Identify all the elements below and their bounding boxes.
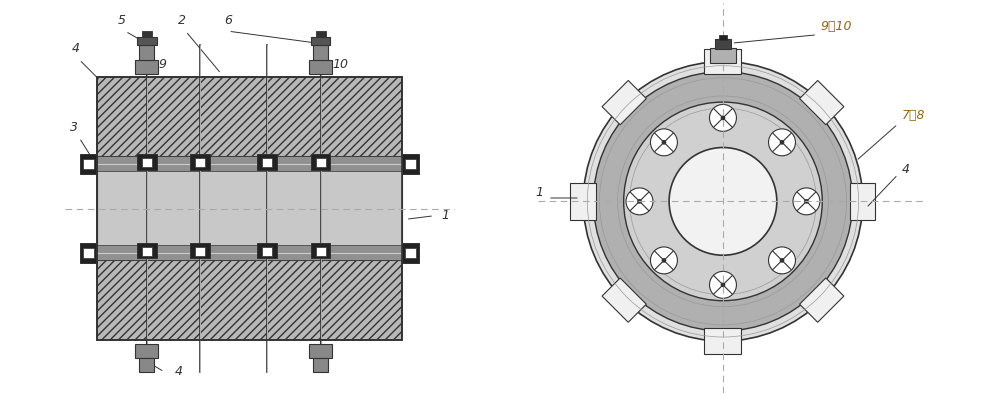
Bar xyxy=(257,154,277,169)
Bar xyxy=(311,37,330,46)
Text: 9: 9 xyxy=(158,59,166,71)
Circle shape xyxy=(710,105,736,131)
Circle shape xyxy=(721,282,725,287)
Polygon shape xyxy=(602,278,646,322)
Circle shape xyxy=(593,72,853,331)
Bar xyxy=(313,358,328,372)
Text: 4: 4 xyxy=(175,366,183,379)
Bar xyxy=(80,243,97,263)
Circle shape xyxy=(769,129,795,156)
Bar xyxy=(715,40,731,49)
Text: 6: 6 xyxy=(224,14,232,27)
Bar xyxy=(142,158,152,167)
Text: 1: 1 xyxy=(441,209,449,222)
Bar xyxy=(710,48,736,63)
Polygon shape xyxy=(602,80,646,125)
Bar xyxy=(142,31,152,37)
Circle shape xyxy=(637,199,642,204)
Circle shape xyxy=(662,140,666,145)
Text: 10: 10 xyxy=(332,59,348,71)
Bar xyxy=(80,154,97,174)
Bar xyxy=(309,59,332,74)
Circle shape xyxy=(650,129,677,156)
Polygon shape xyxy=(850,183,875,220)
Circle shape xyxy=(662,258,666,263)
Bar xyxy=(405,159,416,169)
Text: 1: 1 xyxy=(535,186,543,199)
Bar xyxy=(83,248,94,258)
Text: 4: 4 xyxy=(901,163,909,176)
Bar xyxy=(139,358,154,372)
Bar xyxy=(135,59,158,74)
Bar xyxy=(316,247,326,256)
Bar xyxy=(316,31,326,37)
Text: 9、10: 9、10 xyxy=(821,20,852,33)
Bar xyxy=(190,243,210,258)
Bar xyxy=(97,156,402,260)
Circle shape xyxy=(769,247,795,274)
Bar xyxy=(311,243,330,258)
Bar xyxy=(313,46,328,59)
Circle shape xyxy=(626,188,653,215)
Bar xyxy=(137,37,157,46)
Bar xyxy=(309,343,332,358)
Polygon shape xyxy=(800,80,844,125)
Bar xyxy=(190,154,210,169)
Text: 5: 5 xyxy=(118,14,126,27)
Bar xyxy=(311,154,330,169)
Bar xyxy=(137,243,157,258)
Circle shape xyxy=(804,199,809,204)
Polygon shape xyxy=(570,183,596,220)
Bar xyxy=(97,156,402,171)
Bar xyxy=(402,154,419,174)
Bar xyxy=(97,245,402,260)
Bar xyxy=(137,154,157,169)
Circle shape xyxy=(650,247,677,274)
Circle shape xyxy=(624,102,822,301)
Bar xyxy=(142,247,152,256)
Circle shape xyxy=(780,258,784,263)
Bar xyxy=(195,158,205,167)
Text: 3: 3 xyxy=(70,120,78,133)
Circle shape xyxy=(583,62,863,341)
Bar xyxy=(139,46,154,59)
Bar xyxy=(719,35,727,40)
Text: 7、8: 7、8 xyxy=(901,109,925,122)
Bar xyxy=(316,158,326,167)
Circle shape xyxy=(669,148,777,255)
Bar xyxy=(405,248,416,258)
Bar xyxy=(97,77,402,340)
Bar xyxy=(262,247,272,256)
Bar xyxy=(97,77,402,340)
Bar xyxy=(402,243,419,263)
Circle shape xyxy=(721,116,725,120)
Bar xyxy=(257,243,277,258)
Circle shape xyxy=(793,188,820,215)
Bar xyxy=(135,343,158,358)
Bar xyxy=(195,247,205,256)
Text: 4: 4 xyxy=(72,42,80,55)
Polygon shape xyxy=(704,49,741,74)
Polygon shape xyxy=(704,328,741,354)
Circle shape xyxy=(710,271,736,298)
Text: 2: 2 xyxy=(178,14,186,27)
Bar xyxy=(83,159,94,169)
Circle shape xyxy=(780,140,784,145)
Bar xyxy=(262,158,272,167)
Polygon shape xyxy=(800,278,844,322)
